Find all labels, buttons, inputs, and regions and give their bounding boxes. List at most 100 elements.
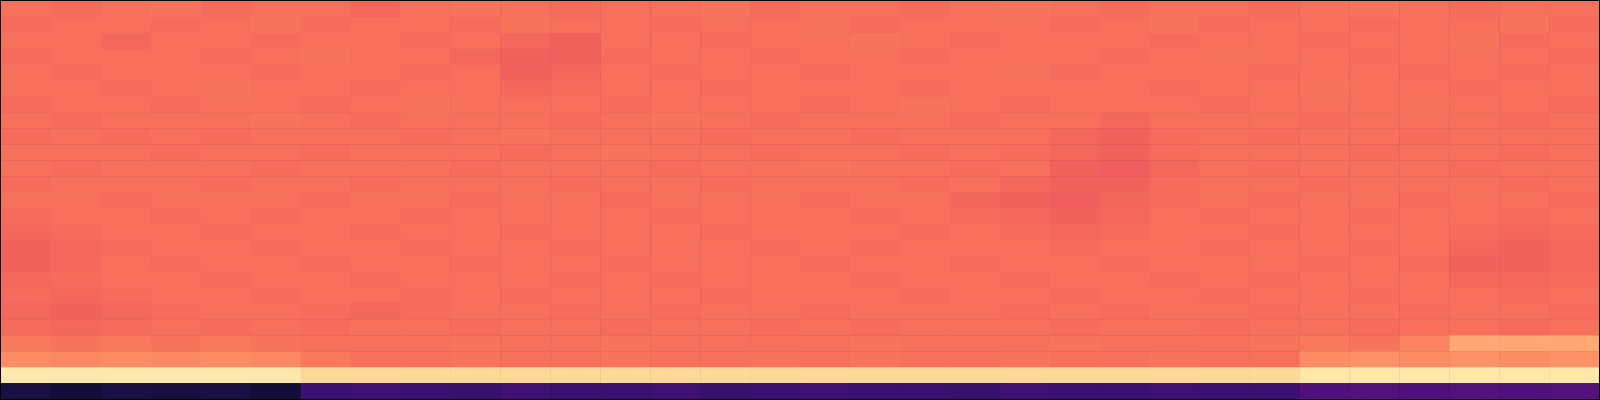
- heatmap-cell: [800, 335, 850, 351]
- heatmap-cell: [550, 224, 600, 240]
- heatmap-cell: [201, 176, 251, 192]
- heatmap-cell: [950, 335, 1000, 351]
- heatmap-cell: [51, 128, 101, 144]
- heatmap-cell: [151, 208, 201, 224]
- heatmap-cell: [1150, 367, 1200, 383]
- cells: [1, 1, 1599, 399]
- heatmap-cell: [101, 303, 151, 319]
- heatmap-cell: [500, 17, 550, 33]
- heatmap-cell: [1000, 128, 1050, 144]
- heatmap-cell: [401, 97, 451, 113]
- heatmap-cell: [1499, 256, 1549, 272]
- heatmap-cell: [301, 1, 351, 17]
- heatmap-cell: [900, 272, 950, 288]
- heatmap-cell: [1449, 144, 1499, 160]
- heatmap-cell: [251, 81, 301, 97]
- heatmap-cell: [1299, 65, 1349, 81]
- heatmap-cell: [850, 192, 900, 208]
- heatmap-cell: [251, 112, 301, 128]
- heatmap-cell: [650, 192, 700, 208]
- heatmap-cell: [600, 240, 650, 256]
- heatmap-cell: [600, 351, 650, 367]
- heatmap-cell: [1200, 367, 1250, 383]
- heatmap-cell: [1150, 208, 1200, 224]
- heatmap-cell: [1349, 208, 1399, 224]
- heatmap-cell: [1000, 240, 1050, 256]
- heatmap-cell: [1200, 288, 1250, 304]
- heatmap-cell: [500, 303, 550, 319]
- heatmap-cell: [1299, 272, 1349, 288]
- heatmap-cell: [1000, 351, 1050, 367]
- heatmap-cell: [1349, 256, 1399, 272]
- heatmap-cell: [1299, 1, 1349, 17]
- heatmap-cell: [1050, 224, 1100, 240]
- heatmap-cell: [1349, 224, 1399, 240]
- heatmap-cell: [1, 208, 51, 224]
- heatmap-cell: [1249, 288, 1299, 304]
- heatmap-cell: [101, 351, 151, 367]
- heatmap-cell: [1200, 335, 1250, 351]
- heatmap-cell: [401, 303, 451, 319]
- heatmap-cell: [1399, 33, 1449, 49]
- heatmap-cell: [1449, 383, 1499, 399]
- heatmap-cell: [700, 367, 750, 383]
- heatmap-cell: [1399, 272, 1449, 288]
- heatmap-cell: [1299, 224, 1349, 240]
- heatmap-cell: [1349, 97, 1399, 113]
- heatmap-cell: [1, 335, 51, 351]
- heatmap-cell: [1249, 97, 1299, 113]
- heatmap-cell: [1299, 383, 1349, 399]
- heatmap-cell: [1499, 303, 1549, 319]
- heatmap-cell: [1549, 240, 1599, 256]
- heatmap-cell: [1150, 335, 1200, 351]
- heatmap-cell: [301, 112, 351, 128]
- heatmap-cell: [750, 49, 800, 65]
- heatmap-cell: [1100, 303, 1150, 319]
- heatmap-cell: [1399, 17, 1449, 33]
- heatmap-cell: [1499, 112, 1549, 128]
- heatmap-cell: [700, 81, 750, 97]
- heatmap-cell: [251, 49, 301, 65]
- heatmap-cell: [450, 272, 500, 288]
- heatmap-cell: [1449, 176, 1499, 192]
- heatmap-cell: [1349, 383, 1399, 399]
- heatmap-cell: [550, 81, 600, 97]
- heatmap-cell: [1000, 224, 1050, 240]
- heatmap-cell: [900, 303, 950, 319]
- heatmap-cell: [301, 192, 351, 208]
- heatmap-cell: [800, 17, 850, 33]
- heatmap-cell: [1050, 240, 1100, 256]
- heatmap-cell: [1200, 240, 1250, 256]
- heatmap-cell: [1100, 160, 1150, 176]
- heatmap-cell: [1150, 303, 1200, 319]
- heatmap-cell: [850, 160, 900, 176]
- heatmap-cell: [500, 351, 550, 367]
- heatmap-cell: [1, 367, 51, 383]
- heatmap-cell: [1499, 335, 1549, 351]
- heatmap-cell: [1, 112, 51, 128]
- heatmap-cell: [700, 192, 750, 208]
- heatmap-cell: [101, 383, 151, 399]
- heatmap-cell: [1, 65, 51, 81]
- heatmap-cell: [950, 1, 1000, 17]
- heatmap-cell: [450, 144, 500, 160]
- heatmap-cell: [1050, 288, 1100, 304]
- heatmap-cell: [950, 303, 1000, 319]
- heatmap-cell: [1299, 176, 1349, 192]
- heatmap-cell: [850, 33, 900, 49]
- heatmap-cell: [201, 144, 251, 160]
- heatmap-cell: [550, 160, 600, 176]
- heatmap-cell: [1150, 17, 1200, 33]
- heatmap-cell: [750, 1, 800, 17]
- heatmap-cell: [700, 33, 750, 49]
- heatmap-cell: [351, 288, 401, 304]
- heatmap-cell: [700, 335, 750, 351]
- heatmap-cell: [401, 128, 451, 144]
- heatmap-cell: [201, 1, 251, 17]
- chart: [0, 0, 1600, 400]
- heatmap-cell: [1449, 112, 1499, 128]
- heatmap-cell: [51, 176, 101, 192]
- heatmap-cell: [1549, 81, 1599, 97]
- heatmap-cell: [950, 272, 1000, 288]
- heatmap-cell: [950, 367, 1000, 383]
